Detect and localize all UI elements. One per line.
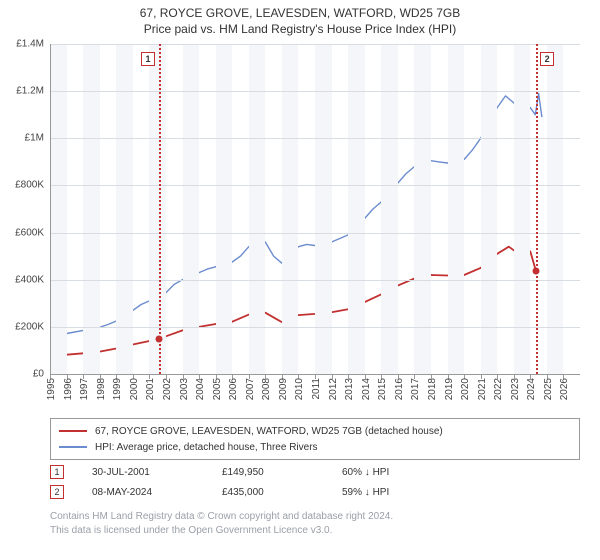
x-tick-label: 1995 — [46, 378, 57, 400]
y-tick-label: £400K — [0, 274, 44, 285]
legend-row: HPI: Average price, detached house, Thre… — [59, 439, 571, 455]
year-shade — [547, 44, 564, 374]
year-shade — [481, 44, 498, 374]
x-tick-label: 2011 — [311, 378, 322, 400]
sales-marker-icon: 1 — [50, 465, 64, 479]
x-tick-label: 2014 — [361, 378, 372, 400]
gridline — [50, 327, 580, 328]
year-shade — [216, 44, 233, 374]
year-shade — [315, 44, 332, 374]
year-shade — [381, 44, 398, 374]
sales-date: 08-MAY-2024 — [92, 487, 222, 498]
x-tick-label: 2022 — [493, 378, 504, 400]
x-tick-label: 2023 — [510, 378, 521, 400]
x-tick-label: 2000 — [129, 378, 140, 400]
legend: 67, ROYCE GROVE, LEAVESDEN, WATFORD, WD2… — [50, 418, 580, 460]
sales-delta: 59% ↓ HPI — [342, 487, 462, 498]
footer-line2: This data is licensed under the Open Gov… — [50, 524, 393, 538]
x-tick-label: 1998 — [96, 378, 107, 400]
y-tick-label: £0 — [0, 369, 44, 380]
axis-line — [50, 374, 580, 375]
x-tick-label: 2006 — [228, 378, 239, 400]
gridline — [50, 185, 580, 186]
sale-marker-line — [159, 44, 161, 374]
sales-date: 30-JUL-2001 — [92, 467, 222, 478]
year-shade — [448, 44, 465, 374]
year-shade — [50, 44, 67, 374]
x-tick-label: 2013 — [344, 378, 355, 400]
sales-marker-icon: 2 — [50, 485, 64, 499]
year-shade — [183, 44, 200, 374]
year-shade — [514, 44, 531, 374]
x-tick-label: 2007 — [245, 378, 256, 400]
x-tick-label: 2016 — [394, 378, 405, 400]
year-shade — [348, 44, 365, 374]
title-subtitle: Price paid vs. HM Land Registry's House … — [0, 22, 600, 36]
x-tick-label: 2025 — [543, 378, 554, 400]
gridline — [50, 91, 580, 92]
x-tick-label: 2008 — [261, 378, 272, 400]
x-tick-label: 1997 — [79, 378, 90, 400]
sales-row: 1 30-JUL-2001£149,95060% ↓ HPI — [50, 462, 580, 482]
chart-container: 67, ROYCE GROVE, LEAVESDEN, WATFORD, WD2… — [0, 0, 600, 560]
y-tick-label: £1.4M — [0, 39, 44, 50]
footer: Contains HM Land Registry data © Crown c… — [50, 510, 393, 537]
gridline — [50, 44, 580, 45]
sale-dot — [533, 268, 540, 275]
x-tick-label: 2004 — [195, 378, 206, 400]
year-shade — [149, 44, 166, 374]
x-tick-label: 2009 — [278, 378, 289, 400]
sales-table: 1 30-JUL-2001£149,95060% ↓ HPI 2 08-MAY-202… — [50, 462, 580, 502]
x-tick-label: 2001 — [145, 378, 156, 400]
chart-plot-area: £0£200K£400K£600K£800K£1M£1.2M£1.4M19951… — [50, 44, 580, 374]
x-tick-label: 2024 — [526, 378, 537, 400]
sale-marker-box: 1 — [141, 52, 155, 66]
titles: 67, ROYCE GROVE, LEAVESDEN, WATFORD, WD2… — [0, 0, 600, 38]
gridline — [50, 233, 580, 234]
year-shade — [282, 44, 299, 374]
y-tick-label: £1M — [0, 133, 44, 144]
gridline — [50, 138, 580, 139]
x-tick-label: 2020 — [460, 378, 471, 400]
legend-row: 67, ROYCE GROVE, LEAVESDEN, WATFORD, WD2… — [59, 423, 571, 439]
y-tick-label: £200K — [0, 321, 44, 332]
gridline — [50, 280, 580, 281]
sale-marker-box: 2 — [540, 52, 554, 66]
year-shade — [249, 44, 266, 374]
legend-swatch — [59, 446, 87, 448]
legend-label: HPI: Average price, detached house, Thre… — [95, 442, 318, 453]
sale-marker-line — [536, 44, 538, 374]
year-shade — [83, 44, 100, 374]
x-tick-label: 1999 — [112, 378, 123, 400]
sale-dot — [155, 335, 162, 342]
sales-price: £149,950 — [222, 467, 342, 478]
footer-line1: Contains HM Land Registry data © Crown c… — [50, 510, 393, 524]
title-address: 67, ROYCE GROVE, LEAVESDEN, WATFORD, WD2… — [0, 6, 600, 20]
x-tick-label: 2005 — [212, 378, 223, 400]
year-shade — [116, 44, 133, 374]
x-tick-label: 2017 — [410, 378, 421, 400]
legend-label: 67, ROYCE GROVE, LEAVESDEN, WATFORD, WD2… — [95, 426, 443, 437]
x-tick-label: 2012 — [328, 378, 339, 400]
x-tick-label: 2019 — [444, 378, 455, 400]
y-tick-label: £600K — [0, 227, 44, 238]
x-tick-label: 2002 — [162, 378, 173, 400]
x-tick-label: 2021 — [477, 378, 488, 400]
x-tick-label: 2018 — [427, 378, 438, 400]
axis-line — [50, 44, 51, 374]
x-tick-label: 2003 — [179, 378, 190, 400]
y-tick-label: £800K — [0, 180, 44, 191]
year-shade — [414, 44, 431, 374]
sales-price: £435,000 — [222, 487, 342, 498]
y-tick-label: £1.2M — [0, 86, 44, 97]
legend-swatch — [59, 430, 87, 432]
sales-delta: 60% ↓ HPI — [342, 467, 462, 478]
x-tick-label: 2010 — [294, 378, 305, 400]
x-tick-label: 2026 — [559, 378, 570, 400]
x-tick-label: 1996 — [63, 378, 74, 400]
x-tick-label: 2015 — [377, 378, 388, 400]
sales-row: 2 08-MAY-2024£435,00059% ↓ HPI — [50, 482, 580, 502]
